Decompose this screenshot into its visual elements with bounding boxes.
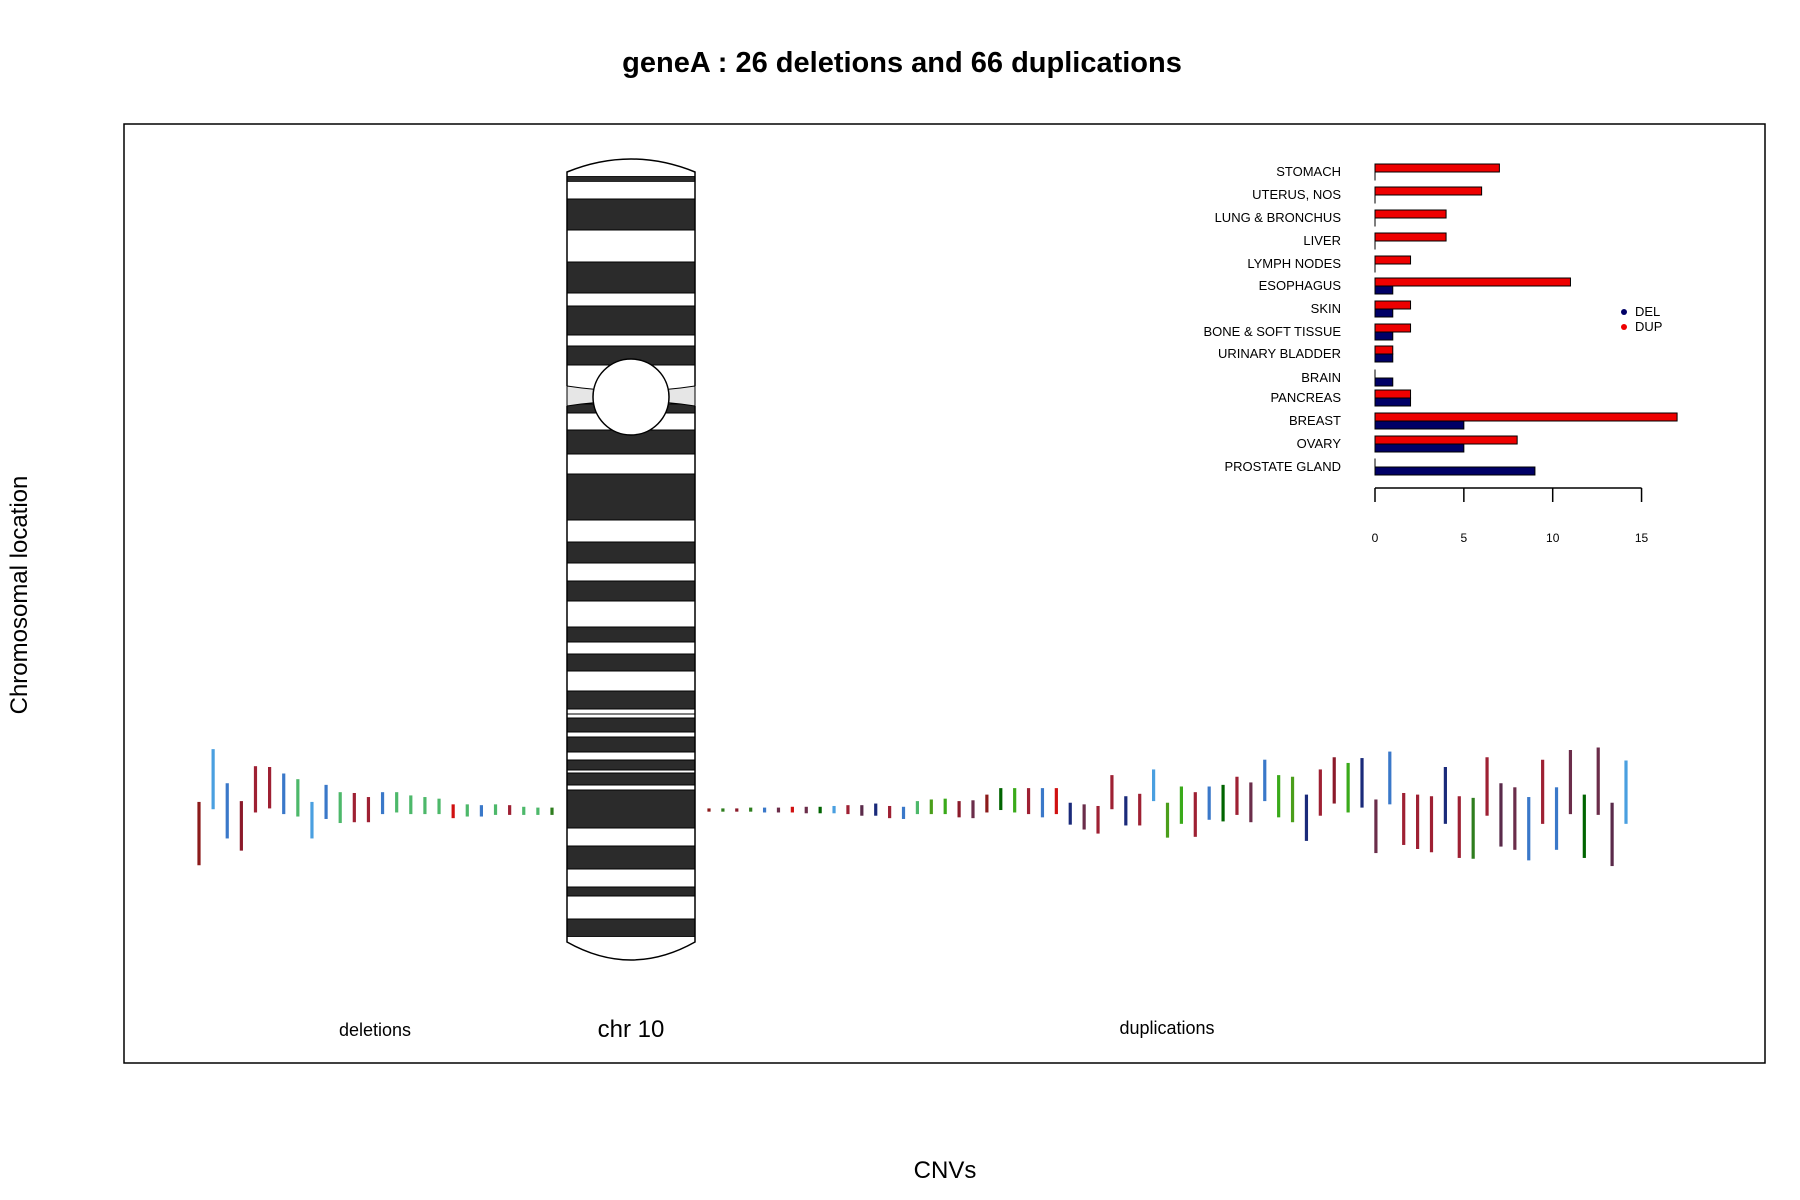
title-rest: : 26 deletions and 66 duplications bbox=[710, 47, 1182, 79]
inset-bars bbox=[1374, 163, 1678, 476]
chromosome-label: chr 10 bbox=[598, 1016, 665, 1043]
inset-bar-del bbox=[1374, 285, 1394, 295]
chromosome-bands bbox=[567, 172, 695, 956]
duplication-segments bbox=[707, 747, 1628, 867]
chromosome-dark-band bbox=[567, 627, 695, 642]
chromosome-dark-band bbox=[567, 199, 695, 230]
chromosome-dark-band bbox=[567, 474, 695, 520]
inset-x-tick-label: 5 bbox=[1461, 531, 1468, 545]
chromosome-dark-band bbox=[567, 542, 695, 563]
inset-category-label: UTERUS, NOS bbox=[1252, 187, 1341, 202]
inset-category-label: LIVER bbox=[1303, 233, 1341, 248]
deletion-segments bbox=[197, 749, 554, 866]
inset-bar-dup bbox=[1374, 163, 1500, 173]
chromosome-dark-band bbox=[567, 737, 695, 752]
chart-title: geneA : 26 deletions and 66 duplications bbox=[622, 47, 1182, 79]
legend-marker-dup bbox=[1621, 324, 1627, 330]
legend-marker-del bbox=[1621, 309, 1627, 315]
inset-bar-dup bbox=[1374, 186, 1483, 196]
chromosome-dark-band bbox=[567, 790, 695, 828]
centromere bbox=[592, 358, 670, 436]
inset-category-label: BREAST bbox=[1289, 413, 1341, 428]
chromosome-outline bbox=[566, 158, 696, 961]
chromosome-dark-band bbox=[567, 262, 695, 271]
inset-category-label: BRAIN bbox=[1301, 370, 1341, 385]
chromosome-dark-band bbox=[567, 176, 695, 182]
inset-bar-del bbox=[1374, 420, 1465, 430]
legend-label-del: DEL bbox=[1635, 304, 1660, 319]
inset-bar-dup bbox=[1374, 345, 1394, 355]
chromosome-dark-band bbox=[567, 581, 695, 601]
inset-bar-dup bbox=[1374, 300, 1412, 310]
plot-frame bbox=[123, 123, 1766, 1064]
chromosome-dark-band bbox=[567, 773, 695, 785]
inset-category-label: BONE & SOFT TISSUE bbox=[1204, 324, 1342, 339]
inset-category-label: SKIN bbox=[1311, 301, 1341, 316]
inset-category-label: LUNG & BRONCHUS bbox=[1215, 210, 1342, 225]
inset-bar-dup bbox=[1374, 209, 1447, 219]
inset-category-label: PROSTATE GLAND bbox=[1224, 459, 1341, 474]
inset-bar-del bbox=[1374, 353, 1394, 363]
inset-bar-dup bbox=[1374, 255, 1412, 265]
legend-label-dup: DUP bbox=[1635, 319, 1662, 334]
chromosome-dark-band bbox=[567, 919, 695, 937]
chromosome-dark-band bbox=[567, 760, 695, 770]
inset-x-tick-label: 10 bbox=[1546, 531, 1560, 545]
y-axis-label: Chromosomal location bbox=[6, 476, 33, 715]
inset-category-label: PANCREAS bbox=[1270, 390, 1341, 405]
chromosome-q-telomere bbox=[566, 937, 696, 961]
inset-bar-del bbox=[1374, 377, 1394, 387]
chromosome-dark-band bbox=[567, 846, 695, 869]
chromosome-dark-band bbox=[567, 271, 695, 293]
inset-bar-del bbox=[1374, 308, 1394, 318]
inset-category-label: LYMPH NODES bbox=[1247, 256, 1341, 271]
inset-bar-dup bbox=[1374, 323, 1412, 333]
inset-category-labels: STOMACH UTERUS, NOS LUNG & BRONCHUS LIVER LY… bbox=[1204, 164, 1342, 474]
inset-bar-del bbox=[1374, 331, 1394, 341]
x-axis-label: CNVs bbox=[914, 1157, 977, 1184]
chromosome-dark-band bbox=[567, 691, 695, 709]
inset-bar-chart: STOMACH UTERUS, NOS LUNG & BRONCHUS LIVER LY… bbox=[1204, 163, 1678, 545]
chromosome-dark-band bbox=[567, 718, 695, 732]
inset-category-label: STOMACH bbox=[1276, 164, 1341, 179]
inset-category-label: ESOPHAGUS bbox=[1259, 278, 1342, 293]
chromosome-dark-band bbox=[567, 346, 695, 365]
duplications-label: duplications bbox=[1119, 1018, 1214, 1038]
inset-category-label: OVARY bbox=[1297, 436, 1342, 451]
chromosome-dark-band bbox=[567, 654, 695, 671]
inset-bar-del bbox=[1374, 466, 1536, 476]
inset-bar-dup bbox=[1374, 277, 1571, 287]
inset-x-tick-label: 15 bbox=[1635, 531, 1649, 545]
inset-bar-del bbox=[1374, 443, 1465, 453]
chromosome-ideogram bbox=[566, 158, 696, 961]
inset-x-axis: 0 5 10 15 bbox=[1372, 487, 1649, 545]
title-gene: geneA bbox=[622, 47, 711, 79]
inset-bar-dup bbox=[1374, 232, 1447, 242]
inset-bar-dup bbox=[1374, 389, 1412, 399]
deletions-label: deletions bbox=[339, 1020, 411, 1040]
inset-category-label: URINARY BLADDER bbox=[1218, 346, 1341, 361]
chromosome-p-telomere bbox=[566, 158, 696, 176]
inset-bar-del bbox=[1374, 397, 1412, 407]
inset-x-tick-label: 0 bbox=[1372, 531, 1379, 545]
inset-bar-dup bbox=[1374, 435, 1518, 445]
chromosome-dark-band bbox=[567, 306, 695, 335]
inset-bar-dup bbox=[1374, 412, 1678, 422]
chromosome-dark-band bbox=[567, 887, 695, 896]
